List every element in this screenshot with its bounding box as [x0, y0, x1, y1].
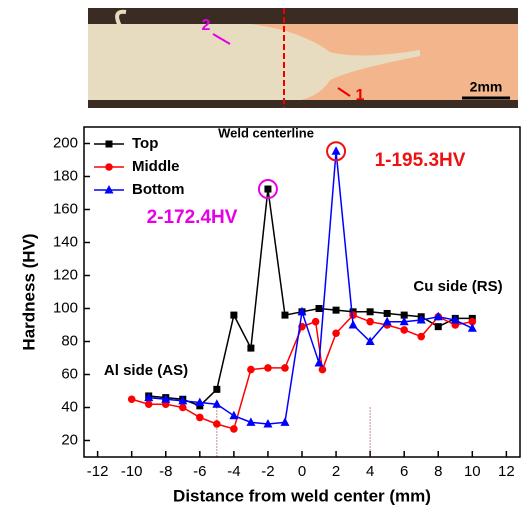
y-tick-label: 120	[53, 266, 78, 283]
marker	[178, 395, 188, 405]
marker	[468, 317, 477, 326]
micrograph: 2 1 2mm	[88, 8, 518, 108]
marker	[281, 311, 289, 319]
marker	[247, 344, 255, 352]
marker	[178, 403, 187, 412]
scale-bar-label: 2mm	[470, 79, 503, 95]
marker	[196, 413, 204, 422]
marker	[400, 311, 408, 319]
marker	[144, 400, 153, 409]
x-tick-label: -8	[159, 463, 172, 480]
annotation: 1-195.3HV	[375, 150, 466, 171]
x-tick-label: -6	[193, 463, 206, 480]
marker	[105, 140, 113, 148]
y-tick-label: 100	[53, 299, 78, 316]
legend-label: Middle	[132, 158, 180, 175]
x-tick-label: -2	[261, 463, 274, 480]
marker	[331, 146, 341, 155]
marker	[314, 357, 324, 367]
x-tick-label: 2	[332, 463, 340, 480]
marker	[212, 399, 222, 408]
marker	[213, 420, 221, 428]
annotation: Al side (AS)	[104, 362, 188, 379]
marker	[400, 326, 408, 334]
x-tick-label: 4	[366, 463, 374, 480]
series-line	[148, 151, 473, 425]
y-tick-label: 40	[61, 398, 78, 415]
marker	[127, 395, 136, 404]
marker	[229, 410, 239, 420]
arrow	[337, 87, 351, 97]
marker	[105, 163, 113, 171]
marker	[311, 317, 320, 326]
peak-highlight	[326, 141, 347, 162]
marker	[450, 315, 460, 324]
flash	[115, 9, 127, 27]
arrow	[212, 33, 231, 45]
marker-label: 2	[202, 17, 211, 34]
marker	[230, 311, 238, 319]
y-tick-label: 60	[61, 365, 78, 382]
marker	[230, 425, 238, 433]
x-tick-label: 0	[298, 463, 306, 480]
annotation: Cu side (RS)	[413, 278, 502, 295]
marker	[366, 317, 374, 326]
x-tick-label: 6	[400, 463, 408, 480]
x-tick-label: 10	[464, 463, 481, 480]
marker	[281, 364, 289, 372]
marker	[434, 323, 442, 331]
legend-label: Bottom	[132, 181, 185, 198]
y-tick-label: 20	[61, 431, 78, 448]
y-tick-label: 80	[61, 332, 78, 349]
marker	[318, 365, 327, 374]
x-tick-label: -4	[227, 463, 240, 480]
marker	[399, 316, 409, 326]
marker	[144, 392, 154, 402]
marker	[104, 185, 114, 194]
marker	[264, 364, 272, 372]
marker	[332, 306, 340, 314]
y-tick-label: 180	[53, 167, 78, 184]
marker	[366, 308, 374, 316]
marker	[246, 417, 256, 426]
marker	[213, 385, 221, 393]
marker	[365, 336, 375, 345]
marker	[417, 332, 426, 341]
y-axis-label: Hardness (HV)	[19, 233, 38, 350]
marker	[383, 309, 391, 317]
marker	[264, 185, 272, 193]
marker	[332, 329, 340, 338]
marker-label: 1	[356, 87, 365, 104]
y-tick-label: 160	[53, 200, 78, 217]
marker	[280, 417, 290, 426]
x-tick-label: -10	[121, 463, 143, 480]
marker	[416, 315, 426, 324]
marker	[348, 320, 358, 329]
series-line	[131, 314, 473, 430]
annotation: 2-172.4HV	[147, 207, 238, 228]
y-tick-label: 140	[53, 233, 78, 250]
marker	[263, 419, 273, 428]
peak-highlight	[257, 179, 278, 200]
legend-label: Top	[132, 135, 158, 152]
marker	[161, 394, 171, 403]
marker	[315, 305, 323, 312]
marker	[247, 365, 255, 374]
x-tick-label: 8	[434, 463, 442, 480]
marker	[195, 397, 205, 407]
marker	[467, 323, 477, 332]
marker	[297, 306, 307, 316]
x-tick-label: -12	[87, 463, 109, 480]
marker	[433, 311, 443, 321]
x-tick-label: 12	[498, 463, 515, 480]
y-tick-label: 200	[53, 134, 78, 151]
x-axis-label: Distance from weld center (mm)	[173, 486, 431, 505]
annotation: Weld centerline	[218, 125, 314, 140]
marker	[382, 316, 392, 326]
al-region	[88, 24, 420, 100]
